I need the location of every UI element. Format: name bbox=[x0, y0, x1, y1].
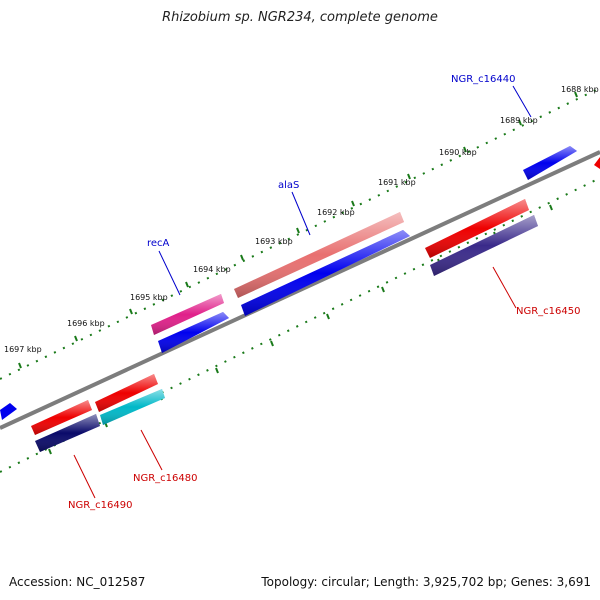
leader-line-c16490 bbox=[73, 454, 96, 499]
leader-line-alaS bbox=[291, 191, 311, 236]
gene-label-c16440[interactable]: NGR_c16440 bbox=[451, 74, 516, 85]
leader-line-c16480 bbox=[140, 429, 163, 471]
accession-text: Accession: NC_012587 bbox=[9, 575, 146, 589]
tick-label-1694: 1694 kbp bbox=[193, 265, 231, 274]
gene-arrow-alaS[interactable] bbox=[241, 230, 410, 316]
map-title: Rhizobium sp. NGR234, complete genome bbox=[162, 10, 438, 25]
genome-backbone bbox=[0, 150, 600, 430]
upper-ruler bbox=[0, 87, 600, 380]
leader-line-c16450 bbox=[492, 266, 517, 309]
gene-arrow-c16450-upper[interactable] bbox=[425, 199, 529, 258]
topology-text: Topology: circular; Length: 3,925,702 bp… bbox=[261, 575, 591, 589]
gene-arrow-c16450[interactable] bbox=[430, 215, 538, 276]
tick-label-1690: 1690 kbp bbox=[439, 148, 477, 157]
lower-major-ticks bbox=[48, 204, 553, 455]
leader-line-recA bbox=[158, 250, 181, 296]
gene-arrow-c16490[interactable] bbox=[35, 414, 100, 452]
gene-label-c16480[interactable]: NGR_c16480 bbox=[133, 473, 198, 484]
gene-arrow-recA[interactable] bbox=[158, 312, 229, 353]
tick-label-1689: 1689 kbp bbox=[500, 116, 538, 125]
gene-label-c16450[interactable]: NGR_c16450 bbox=[516, 306, 581, 317]
tick-label-1697: 1697 kbp bbox=[4, 345, 42, 354]
tick-label-1693: 1693 kbp bbox=[255, 237, 293, 246]
tick-label-1688: 1688 kbp bbox=[561, 85, 599, 94]
gene-arrow-c16490-upper[interactable] bbox=[31, 400, 92, 435]
leader-line-c16440 bbox=[512, 85, 532, 118]
gene-arrow-c16480-upper[interactable] bbox=[95, 374, 158, 412]
gene-label-alaS[interactable]: alaS bbox=[278, 180, 299, 191]
gene-arrow-alaS-region[interactable] bbox=[234, 212, 404, 298]
gene-arrow-right-edge[interactable] bbox=[594, 157, 600, 169]
tick-label-1692: 1692 kbp bbox=[317, 208, 355, 217]
gene-arrow[interactable] bbox=[523, 146, 577, 180]
lower-ruler bbox=[0, 177, 600, 473]
tick-label-1695: 1695 kbp bbox=[130, 293, 168, 302]
gene-label-c16490[interactable]: NGR_c16490 bbox=[68, 500, 133, 511]
gene-arrow-c16480[interactable] bbox=[100, 389, 165, 425]
gene-arrow-recA-region[interactable] bbox=[151, 294, 224, 335]
tick-label-1696: 1696 kbp bbox=[67, 319, 105, 328]
upper-major-ticks bbox=[18, 91, 578, 369]
gene-label-recA[interactable]: recA bbox=[147, 238, 170, 249]
tick-label-1691: 1691 kbp bbox=[378, 178, 416, 187]
gene-arrow-left-edge[interactable] bbox=[0, 403, 17, 420]
